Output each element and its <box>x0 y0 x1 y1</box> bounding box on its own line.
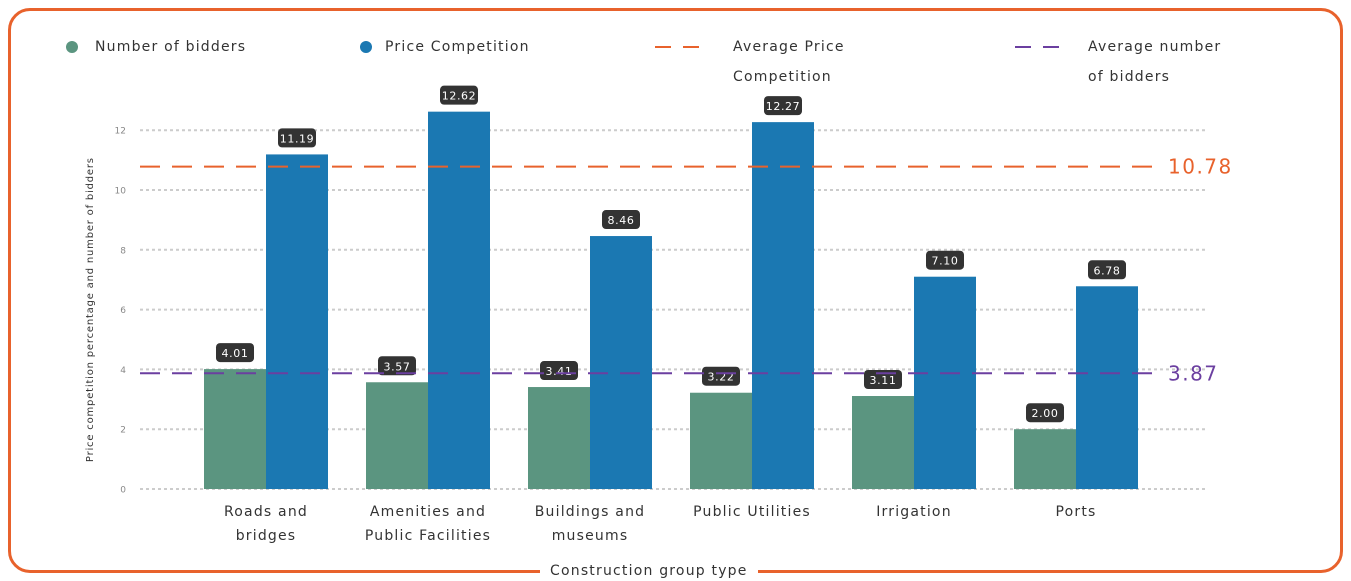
legend-label: Average number of bidders <box>1088 39 1222 85</box>
bar <box>1076 286 1138 489</box>
data-label-bg <box>540 361 578 381</box>
x-tick-label: Roads and bridges <box>223 504 308 544</box>
y-tick-label: 12 <box>115 127 126 137</box>
data-label-bg <box>378 356 416 376</box>
data-label: 11.19 <box>280 132 315 145</box>
y-tick-label: 8 <box>120 246 126 256</box>
data-label-bg <box>702 366 740 386</box>
data-label: 12.27 <box>766 100 801 113</box>
y-axis-label: Price competition percentage and number … <box>85 157 96 462</box>
legend-label: Number of bidders <box>95 39 247 55</box>
bar <box>852 396 914 489</box>
x-tick-label: Buildings and museums <box>534 504 646 544</box>
data-label: 3.41 <box>546 365 573 378</box>
data-label: 2.00 <box>1032 407 1059 420</box>
legend-label: Average Price Competition <box>733 39 845 85</box>
data-label-bg <box>216 343 254 363</box>
data-label-bg <box>602 210 640 230</box>
y-tick-label: 2 <box>120 426 126 436</box>
data-label-bg <box>278 128 316 148</box>
x-tick-label: Ports <box>1055 504 1097 520</box>
bar <box>428 111 490 490</box>
data-label: 7.10 <box>932 255 959 268</box>
data-label-bg <box>440 85 478 105</box>
bar <box>266 154 328 489</box>
legend-marker <box>360 41 372 53</box>
data-label: 6.78 <box>1094 264 1121 277</box>
y-tick-label: 0 <box>120 486 126 496</box>
bar <box>1014 429 1076 489</box>
data-label: 8.46 <box>608 214 635 227</box>
reference-label: 10.78 <box>1168 155 1233 179</box>
data-label-bg <box>1026 403 1064 423</box>
legend-label: Price Competition <box>385 39 530 55</box>
data-label-bg <box>1088 260 1126 280</box>
x-tick-label: Irrigation <box>876 504 952 520</box>
x-tick-label: Amenities and Public Facilities <box>364 504 492 544</box>
bar <box>204 369 266 489</box>
reference-label: 3.87 <box>1168 361 1219 385</box>
data-label-bg <box>926 250 964 270</box>
y-tick-label: 10 <box>115 187 127 197</box>
data-label: 3.57 <box>384 360 411 373</box>
bar <box>590 236 652 489</box>
bar <box>914 276 976 489</box>
legend-marker <box>66 41 78 53</box>
bar <box>690 392 752 489</box>
data-label: 3.11 <box>870 374 897 387</box>
data-label-bg <box>864 370 902 390</box>
data-label-bg <box>764 96 802 116</box>
y-tick-label: 6 <box>120 306 126 316</box>
x-axis-label: Construction group type <box>540 563 758 579</box>
bar <box>528 387 590 489</box>
x-tick-label: Public Utilities <box>693 504 811 520</box>
data-label: 12.62 <box>442 90 477 103</box>
bar <box>366 382 428 489</box>
data-label: 4.01 <box>222 347 249 360</box>
bar <box>752 122 814 489</box>
y-tick-label: 4 <box>120 366 126 376</box>
